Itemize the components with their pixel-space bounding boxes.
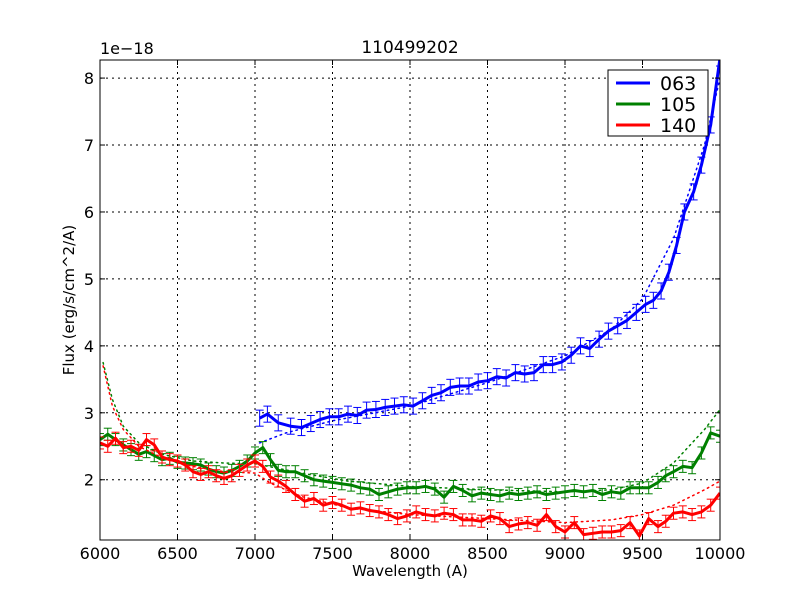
legend-label: 105 (660, 94, 696, 116)
x-tick-label: 7000 (235, 544, 276, 563)
chart-title: 110499202 (361, 38, 458, 58)
y-tick-label: 8 (84, 69, 94, 88)
legend-item-063: 063 (616, 73, 696, 95)
x-tick-label: 8000 (390, 544, 431, 563)
x-axis-label: Wavelength (A) (352, 562, 468, 580)
legend-item-105: 105 (616, 94, 696, 116)
series-layer (100, 60, 720, 540)
x-tick-label: 6500 (157, 544, 198, 563)
y-tick-label: 2 (84, 471, 94, 490)
series-line (100, 431, 720, 499)
y-offset-label: 1e−18 (100, 39, 154, 58)
x-tick-label: 10000 (695, 544, 746, 563)
y-tick-label: 3 (84, 404, 94, 423)
y-tick-label: 6 (84, 203, 94, 222)
y-tick-labels: 2 3 4 5 6 7 8 (84, 69, 94, 490)
y-tick-label: 7 (84, 136, 94, 155)
legend-label: 140 (660, 115, 696, 137)
series-140 (100, 365, 720, 540)
x-tick-label: 9000 (545, 544, 586, 563)
x-tick-label: 9500 (622, 544, 663, 563)
x-tick-labels: 6000 6500 7000 7500 8000 8500 9000 9500 10000 (80, 544, 746, 563)
axis-ticks (99, 60, 721, 540)
y-axis-label: Flux (erg/s/cm^2/A) (60, 225, 78, 376)
x-tick-label: 6000 (80, 544, 121, 563)
legend-label: 063 (660, 73, 696, 95)
series-line (100, 436, 720, 538)
x-tick-label: 8500 (467, 544, 508, 563)
x-tick-label: 7500 (312, 544, 353, 563)
model-curve (102, 361, 720, 493)
model-curve (258, 77, 720, 444)
series-line (258, 60, 720, 429)
grid-lines (100, 60, 720, 540)
legend-item-140: 140 (616, 115, 696, 137)
y-tick-label: 4 (84, 337, 94, 356)
y-tick-label: 5 (84, 270, 94, 289)
series-063 (255, 60, 720, 444)
